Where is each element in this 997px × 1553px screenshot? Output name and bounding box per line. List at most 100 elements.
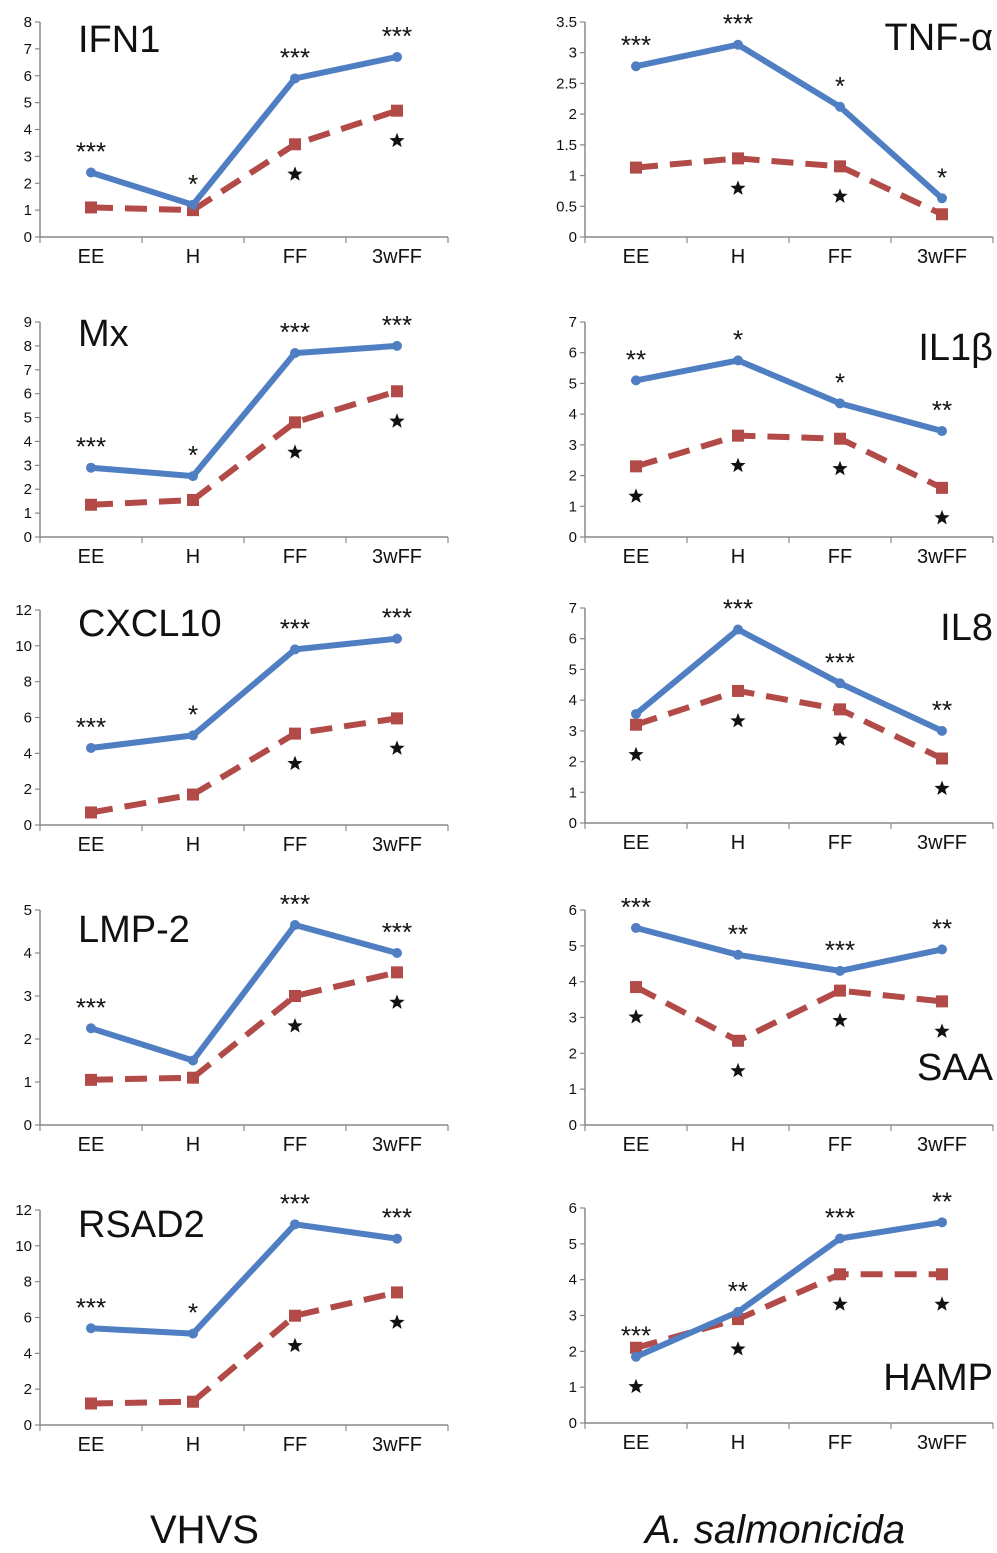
y-tick-label: 0 — [569, 229, 577, 246]
series-2-point — [936, 1268, 948, 1281]
y-tick-label: 1 — [24, 202, 32, 219]
significance-label: ** — [932, 395, 952, 425]
chart-title: HAMP — [883, 1357, 993, 1399]
y-tick-label: 8 — [24, 674, 32, 691]
series-1-point — [86, 742, 96, 753]
series-1-point — [835, 1233, 845, 1244]
y-tick-label: 5 — [569, 661, 577, 678]
y-tick-label: 3 — [569, 1308, 577, 1325]
series-1-point — [835, 101, 845, 112]
significance-label: * — [937, 162, 947, 192]
series-1-line — [90, 342, 398, 480]
series-1-point — [86, 1323, 96, 1334]
x-tick-label: H — [186, 1434, 200, 1456]
significance-label: *** — [382, 1203, 412, 1233]
y-tick-label: 3 — [24, 148, 32, 165]
series-2-point — [391, 104, 403, 117]
series-1-point — [392, 51, 402, 62]
star-marker — [832, 1296, 848, 1311]
series-1-point — [392, 1233, 402, 1244]
series-2-point — [391, 385, 403, 398]
series-1-point — [835, 965, 845, 976]
star-marker — [389, 994, 405, 1009]
y-tick-label: 3 — [569, 723, 577, 740]
y-tick-label: 1 — [569, 1379, 577, 1396]
x-tick-label: FF — [283, 834, 307, 856]
series-1-line — [635, 924, 943, 974]
star-marker — [934, 509, 950, 525]
y-tick-label: 2 — [569, 754, 577, 771]
x-tick-label: EE — [623, 1432, 650, 1454]
y-tick-label: 6 — [24, 710, 32, 727]
significance-label: *** — [621, 892, 651, 922]
y-tick-label: 2 — [569, 468, 577, 485]
x-tick-label: 3wFF — [372, 246, 422, 268]
star-marker — [934, 780, 950, 795]
x-tick-label: FF — [828, 246, 852, 268]
series-1-point — [290, 348, 300, 359]
series-2-point — [630, 981, 642, 994]
x-tick-label: FF — [828, 1432, 852, 1454]
series-2-point — [289, 727, 301, 740]
y-tick-label: 0 — [24, 817, 32, 834]
y-tick-label: 0 — [24, 529, 32, 546]
series-1-point — [188, 730, 198, 741]
series-2-point — [732, 1034, 744, 1047]
series-1-point — [733, 949, 743, 960]
y-tick-label: 1 — [24, 1074, 32, 1091]
significance-label: *** — [280, 1188, 310, 1218]
chart-title: IL8 — [940, 607, 993, 649]
series-1-line — [90, 53, 398, 208]
y-tick-label: 4 — [569, 406, 577, 423]
significance-label: *** — [76, 1292, 106, 1322]
y-tick-label: 2 — [24, 481, 32, 498]
x-tick-label: EE — [78, 1134, 105, 1156]
x-tick-label: H — [186, 546, 200, 568]
series-1-point — [86, 1023, 96, 1034]
y-tick-label: 8 — [24, 338, 32, 355]
x-tick-label: H — [731, 546, 745, 568]
y-tick-label: 3.5 — [556, 14, 577, 31]
y-tick-label: 2 — [24, 1381, 32, 1398]
y-tick-label: 1 — [569, 498, 577, 515]
series-2-point — [85, 201, 97, 214]
y-tick-label: 0 — [24, 1117, 32, 1134]
y-tick-label: 12 — [15, 602, 32, 619]
series-1-point — [188, 199, 198, 210]
y-tick-label: 1 — [569, 168, 577, 185]
star-marker — [934, 1296, 950, 1311]
y-tick-label: 4 — [24, 945, 32, 962]
y-tick-label: 1.5 — [556, 137, 577, 154]
series-1-point — [733, 355, 743, 366]
series-1-point — [631, 708, 641, 719]
series-2-line — [90, 715, 398, 816]
series-1-point — [392, 633, 402, 644]
series-1-line — [90, 922, 398, 1064]
y-tick-label: 6 — [569, 345, 577, 362]
star-marker — [287, 166, 303, 181]
chart-title: IL1β — [918, 327, 993, 369]
significance-label: * — [188, 440, 198, 470]
y-tick-label: 5 — [24, 410, 32, 427]
series-2-point — [630, 460, 642, 473]
star-marker — [730, 712, 746, 728]
series-2-line — [635, 155, 944, 218]
x-tick-label: FF — [283, 546, 307, 568]
chart-title: RSAD2 — [78, 1204, 205, 1246]
series-1-point — [290, 644, 300, 655]
y-tick-label: 10 — [15, 638, 32, 655]
y-tick-label: 0 — [569, 529, 577, 546]
significance-label: *** — [382, 21, 412, 51]
significance-label: * — [835, 71, 845, 101]
significance-label: * — [733, 324, 743, 354]
y-tick-label: 5 — [24, 902, 32, 919]
y-tick-label: 7 — [569, 600, 577, 617]
series-2-point — [630, 718, 642, 731]
x-tick-label: FF — [283, 1134, 307, 1156]
series-2-point — [391, 966, 403, 979]
star-marker — [730, 180, 746, 195]
series-2-point — [834, 703, 846, 716]
x-tick-label: FF — [283, 246, 307, 268]
x-tick-label: EE — [623, 546, 650, 568]
